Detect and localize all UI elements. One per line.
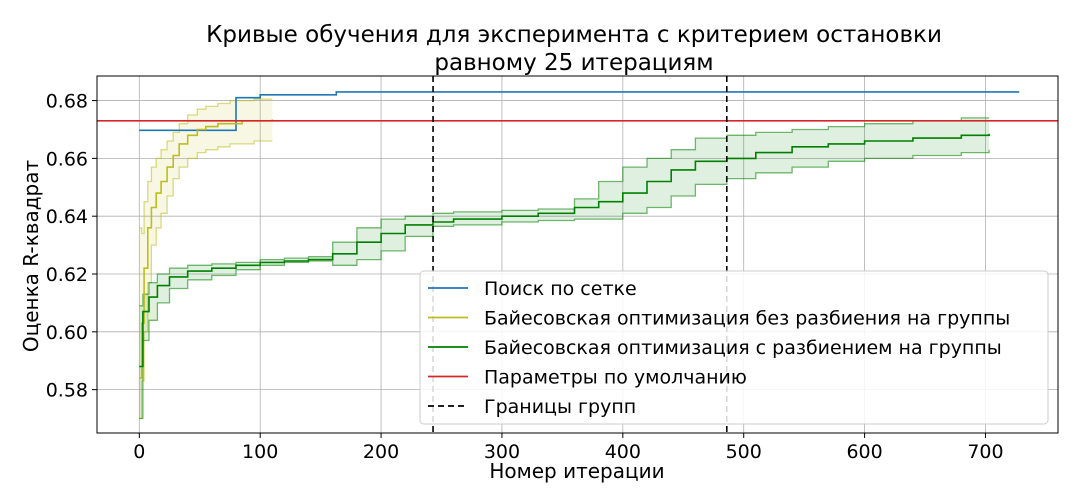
y-tick-label: 0.62 <box>46 264 88 286</box>
x-axis-ticks: 0 100 200 300 400 500 600 700 <box>133 433 1004 463</box>
y-tick-label: 0.60 <box>46 322 88 344</box>
x-tick-label: 400 <box>605 441 641 463</box>
x-tick-label: 500 <box>726 441 762 463</box>
x-axis-label: Номер итерации <box>489 459 664 483</box>
bayes-no-groups-lower-bound <box>139 140 273 420</box>
legend-label-grid-search: Поиск по сетке <box>484 278 637 300</box>
x-tick-label: 700 <box>967 441 1003 463</box>
bayes-no-groups-band <box>139 99 273 419</box>
series-lines <box>97 76 1058 433</box>
x-tick-label: 200 <box>363 441 399 463</box>
plot-area-frame <box>96 75 1059 434</box>
chart-title-line-1: Кривые обучения для эксперимента с крите… <box>206 22 942 48</box>
bayes-no-groups-upper-bound <box>139 98 273 235</box>
legend-box <box>419 270 1049 425</box>
chart-title: Кривые обучения для эксперимента с крите… <box>206 22 942 76</box>
y-tick-label: 0.68 <box>46 91 88 113</box>
confidence-bands <box>139 98 990 420</box>
y-tick-label: 0.58 <box>46 380 88 402</box>
bayes-groups-upper-bound <box>139 117 990 307</box>
y-axis-label: Оценка R-квадрат <box>19 160 43 353</box>
legend-label-group-bounds: Границы групп <box>484 396 636 418</box>
legend-label-default-params: Параметры по умолчанию <box>484 367 747 389</box>
bayes-groups-lower-bound <box>139 149 990 420</box>
bayes-no-groups-line <box>139 119 274 379</box>
legend-label-bayes-groups: Байесовская оптимизация с разбиением на … <box>484 337 1002 359</box>
x-tick-label: 100 <box>242 441 278 463</box>
x-tick-label: 600 <box>846 441 882 463</box>
legend-label-bayes-no-groups: Байесовская оптимизация без разбиения на… <box>484 308 1010 330</box>
bayes-groups-band <box>139 117 990 419</box>
x-tick-label: 0 <box>133 441 145 463</box>
bayes-groups-line <box>139 133 990 368</box>
grid-search-line <box>139 91 1020 132</box>
legend: Поиск по сетке Байесовская оптимизация бе… <box>419 270 1049 425</box>
y-tick-label: 0.66 <box>46 148 88 170</box>
y-axis-ticks: 0.58 0.60 0.62 0.64 0.66 0.68 <box>46 91 97 402</box>
x-tick-label: 300 <box>484 441 520 463</box>
y-tick-label: 0.64 <box>46 206 88 228</box>
chart-title-line-2: равному 25 итерациям <box>434 50 713 76</box>
